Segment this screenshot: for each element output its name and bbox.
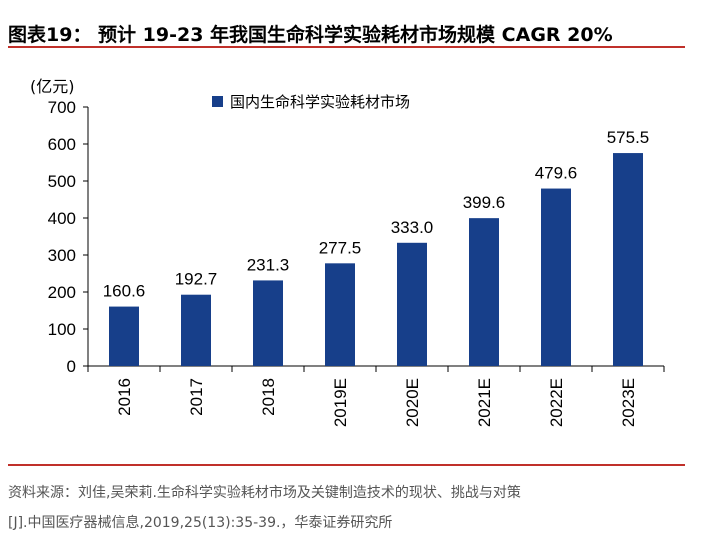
y-tick-label: 700: [48, 98, 76, 117]
y-tick-label: 300: [48, 246, 76, 265]
x-tick-label: 2018: [259, 378, 278, 416]
x-tick-label: 2017: [187, 378, 206, 416]
y-tick-label: 600: [48, 135, 76, 154]
data-label: 231.3: [247, 255, 290, 274]
data-label: 277.5: [319, 238, 362, 257]
bar-2018: [253, 280, 283, 366]
source-line-1: 资料来源：刘佳,吴荣莉.生命科学实验耗材市场及关键制造技术的现状、挑战与对策: [8, 485, 521, 501]
title-rule: [8, 46, 685, 48]
data-label: 399.6: [463, 193, 506, 212]
y-tick-label: 500: [48, 172, 76, 191]
source-line-2: [J].中国医疗器械信息,2019,25(13):35-39.，华泰证券研究所: [8, 515, 393, 531]
y-axis-unit: (亿元): [30, 77, 75, 96]
data-label: 192.7: [175, 270, 218, 289]
y-tick-label: 400: [48, 209, 76, 228]
data-label: 479.6: [535, 164, 578, 183]
bar-2020E: [397, 242, 427, 366]
bar-chart: (亿元) 0 100 200 300 400 500 600 700 160.6 2016 192.7…: [30, 77, 665, 427]
bar-2016: [109, 306, 139, 366]
data-label: 575.5: [607, 128, 650, 147]
chart-title: 图表19： 预计 19-23 年我国生命科学实验耗材市场规模 CAGR 20%: [8, 24, 613, 46]
data-label: 333.0: [391, 218, 434, 237]
legend-swatch: [212, 96, 223, 107]
bar-2023E: [613, 153, 643, 366]
x-tick-label: 2021E: [475, 378, 494, 427]
source-rule: [8, 464, 685, 466]
y-tick-label: 0: [67, 357, 76, 376]
x-tick-label: 2022E: [547, 378, 566, 427]
legend-label: 国内生命科学实验耗材市场: [230, 93, 410, 111]
y-tick-label: 100: [48, 320, 76, 339]
bar-2017: [181, 294, 211, 366]
x-tick-label: 2019E: [331, 378, 350, 427]
bar-2021E: [469, 218, 499, 366]
x-tick-label: 2020E: [403, 378, 422, 427]
data-label: 160.6: [103, 282, 146, 301]
x-tick-label: 2023E: [619, 378, 638, 427]
bar-2019E: [325, 263, 355, 366]
x-tick-label: 2016: [115, 378, 134, 416]
bar-2022E: [541, 188, 571, 366]
y-tick-label: 200: [48, 283, 76, 302]
